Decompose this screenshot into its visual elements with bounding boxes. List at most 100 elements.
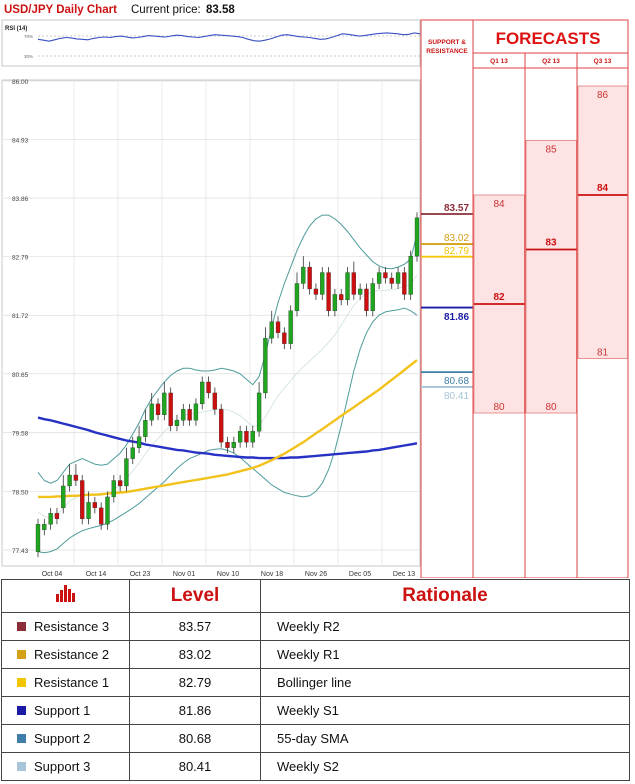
level-name: Resistance 2	[1, 640, 130, 669]
candle-body	[73, 474, 79, 481]
table-row: Support 3 80.41 Weekly S2	[1, 752, 630, 781]
candle-body	[332, 294, 338, 311]
candle-body	[206, 381, 211, 394]
candle	[124, 447, 129, 492]
level-name: Support 1	[1, 696, 130, 725]
y-tick-label: 81.72	[12, 313, 29, 320]
candle	[256, 381, 262, 437]
candle-body	[136, 436, 142, 448]
forecast-col-header: Q3 13	[594, 58, 612, 65]
candle-body	[414, 217, 420, 257]
candle	[117, 475, 123, 492]
candle	[168, 387, 173, 432]
level-name-text: Support 3	[34, 759, 91, 774]
candle	[136, 425, 142, 454]
candle-body	[117, 480, 123, 487]
levels-table: Level Rationale Resistance 3 83.57 Weekly …	[1, 579, 630, 781]
candle-body	[320, 272, 325, 295]
level-color-swatch	[17, 622, 26, 631]
rsi-panel: RSI (14) 70% 30%	[1, 19, 421, 67]
candle	[35, 518, 41, 558]
level-label-2: 83.02	[444, 233, 469, 244]
candle-body	[402, 272, 407, 295]
candle-body	[162, 392, 167, 415]
candle	[181, 403, 186, 426]
candle	[244, 425, 249, 448]
candle-body	[193, 403, 199, 421]
y-tick-label: 82.79	[12, 255, 29, 262]
candle-body	[282, 332, 287, 344]
forecast-low-label: 80	[493, 402, 505, 413]
candle	[92, 496, 97, 514]
level-color-swatch	[17, 762, 26, 771]
candle-body	[376, 272, 382, 284]
candle-body	[54, 513, 60, 519]
candle-body	[408, 255, 413, 295]
current-price-label: Current price:	[131, 4, 201, 16]
candle-body	[212, 392, 218, 410]
candle	[364, 283, 369, 317]
level-rationale: Bollinger line	[260, 668, 630, 697]
level-color-swatch	[17, 678, 26, 687]
candle	[111, 475, 116, 503]
candle-body	[395, 272, 401, 284]
x-tick-label: Nov 18	[261, 571, 283, 578]
level-label-6: 80.41	[444, 391, 469, 402]
candle	[275, 316, 281, 339]
candle-body	[389, 277, 394, 284]
current-price-value: 83.58	[206, 4, 235, 16]
level-name-text: Resistance 1	[34, 675, 110, 690]
forecasts-title: FORECASTS	[496, 29, 601, 48]
y-tick-label: 86.00	[12, 79, 29, 86]
bar-chart-icon	[1, 579, 130, 613]
candle	[155, 398, 161, 421]
y-tick-label: 80.65	[12, 372, 29, 379]
candle	[320, 267, 325, 300]
chart-svg: USD/JPY Daily Chart Current price: 83.58…	[1, 4, 629, 579]
candle	[313, 283, 319, 300]
candle-body	[383, 272, 388, 279]
candle-body	[105, 496, 110, 525]
candle-body	[370, 283, 375, 311]
candle-body	[181, 409, 186, 421]
y-tick-label: 83.86	[12, 196, 29, 203]
x-tick-label: Nov 10	[217, 571, 239, 578]
level-name: Resistance 3	[1, 612, 130, 641]
level-rationale: Weekly S1	[260, 696, 630, 725]
y-tick-label: 78.50	[12, 489, 29, 496]
candle	[225, 436, 230, 454]
candle-body	[187, 409, 192, 421]
candle-body	[111, 480, 116, 498]
candle	[162, 381, 167, 421]
sr-label-1: SUPPORT &	[428, 39, 466, 46]
candle	[237, 425, 243, 448]
candle-body	[294, 283, 300, 311]
candle	[345, 267, 350, 306]
sma-55-line	[38, 359, 418, 499]
candle	[54, 507, 60, 525]
forecast-high-label: 85	[545, 145, 557, 156]
candle	[193, 398, 199, 426]
x-tick-label: Dec 13	[393, 571, 415, 578]
candle	[376, 267, 382, 289]
candle-body	[143, 420, 148, 437]
candle	[326, 267, 331, 317]
candle	[219, 403, 224, 448]
y-tick-label: 77.43	[12, 548, 29, 555]
candle-body	[124, 458, 129, 487]
candle	[48, 507, 53, 530]
candle	[414, 212, 420, 262]
level-rationale: Weekly R1	[260, 640, 630, 669]
level-rationale: 55-day SMA	[260, 724, 630, 753]
forecast-range-box	[577, 85, 628, 359]
y-tick-label: 84.93	[12, 138, 29, 145]
candle-body	[219, 409, 224, 443]
forecast-low-label: 81	[597, 348, 609, 359]
level-name: Support 2	[1, 724, 130, 753]
candle-body	[244, 431, 249, 443]
level-value: 80.68	[129, 724, 261, 753]
candle-body	[61, 485, 66, 509]
x-tick-label: Nov 01	[173, 571, 195, 578]
candle	[357, 283, 363, 300]
candle	[99, 502, 104, 530]
